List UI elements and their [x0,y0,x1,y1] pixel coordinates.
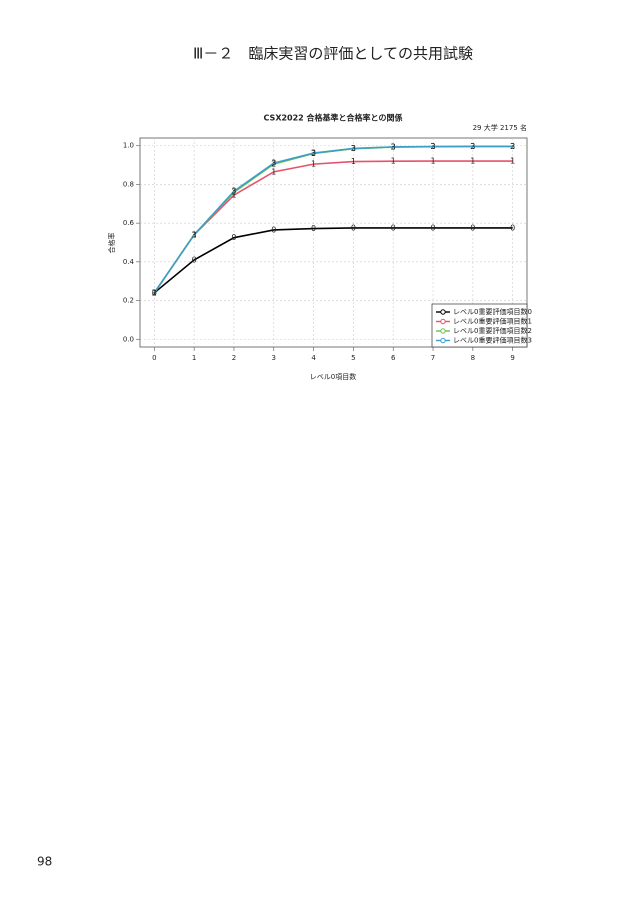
point-marker: 0 [391,223,396,232]
point-marker: 3 [510,142,515,151]
point-marker: 3 [311,149,316,158]
y-tick-label: 0.8 [123,180,134,188]
point-marker: 3 [152,288,157,297]
series-line [153,145,513,294]
point-marker: 1 [271,167,276,176]
point-marker: 3 [351,144,356,153]
x-tick-label: 0 [152,354,156,362]
y-tick-label: 0.6 [123,219,135,227]
y-tick-label: 0.0 [123,335,134,343]
chart-subtitle: 29 大学 2175 名 [473,123,527,132]
point-marker: 1 [231,191,236,200]
point-marker: 0 [271,225,276,234]
x-tick-label: 4 [311,354,316,362]
point-marker: 1 [311,160,316,169]
point-marker: 3 [271,159,276,168]
point-marker: 0 [430,223,435,232]
series-line [153,160,513,294]
point-marker: 0 [192,255,197,264]
x-tick-label: 9 [510,354,514,362]
point-marker: 1 [351,157,356,166]
legend-label: レベル0重要評価項目数3 [453,336,532,345]
y-tick-label: 0.2 [123,297,134,305]
point-marker: 0 [311,224,316,233]
x-tick-label: 6 [391,354,396,362]
point-marker: 3 [470,142,475,151]
series-line [153,227,513,294]
legend-swatch-marker [440,309,446,315]
legend-swatch-marker [440,337,446,344]
legend-label: レベル0重要評価項目数2 [453,326,532,335]
x-tick-label: 5 [351,354,355,362]
x-axis-label: レベル0項目数 [310,372,356,381]
point-marker: 1 [470,157,475,166]
point-marker: 3 [391,142,396,151]
page-number: 98 [37,855,52,869]
x-tick-label: 3 [272,354,276,362]
point-marker: 3 [231,187,236,196]
y-tick-label: 1.0 [123,142,134,150]
point-marker: 0 [470,223,475,232]
x-tick-label: 2 [232,354,236,362]
legend-label: レベル0重要評価項目数0 [453,307,532,316]
y-axis-label: 合格率 [107,233,116,254]
x-tick-label: 1 [192,354,196,362]
y-tick-label: 0.4 [123,258,135,266]
legend-label: レベル0重要評価項目数1 [453,317,532,326]
point-marker: 0 [510,223,515,232]
point-marker: 1 [430,157,435,166]
point-marker: 1 [510,157,515,166]
point-marker: 1 [391,157,396,166]
point-marker: 3 [192,230,197,239]
point-marker: 0 [231,233,236,242]
legend-swatch-marker [440,328,446,334]
point-marker: 3 [430,142,435,151]
x-tick-label: 7 [431,354,435,362]
legend-swatch-marker [440,318,446,325]
page-header: Ⅲ－２ 臨床実習の評価としての共用試験 [193,45,473,63]
point-marker: 0 [351,223,356,232]
x-tick-label: 8 [471,354,475,362]
chart-title: CSX2022 合格基準と合格率との関係 [264,113,403,123]
